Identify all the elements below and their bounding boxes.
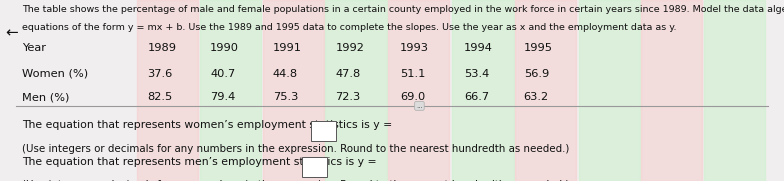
Text: The equation that represents women’s employment statistics is y =: The equation that represents women’s emp…	[22, 120, 396, 130]
Text: 72.3: 72.3	[336, 92, 361, 102]
Bar	[137, 0, 198, 181]
Bar	[325, 0, 387, 181]
Text: Women (%): Women (%)	[22, 69, 88, 79]
Text: 1993: 1993	[400, 43, 429, 53]
Text: 1994: 1994	[464, 43, 493, 53]
Text: 66.7: 66.7	[464, 92, 489, 102]
Bar	[641, 0, 702, 181]
Text: 51.1: 51.1	[400, 69, 425, 79]
Text: ←: ←	[5, 25, 18, 40]
Text: Men (%): Men (%)	[22, 92, 69, 102]
Bar	[388, 0, 449, 181]
Text: 1990: 1990	[210, 43, 239, 53]
Text: The equation that represents men’s employment statistics is y =: The equation that represents men’s emplo…	[22, 157, 380, 167]
Text: 53.4: 53.4	[464, 69, 489, 79]
Bar	[200, 0, 261, 181]
Text: 1989: 1989	[147, 43, 176, 53]
FancyBboxPatch shape	[311, 121, 336, 141]
Text: (Use integers or decimals for any numbers in the expression. Round to the neares: (Use integers or decimals for any number…	[22, 144, 569, 154]
Text: 40.7: 40.7	[210, 69, 235, 79]
Text: 37.6: 37.6	[147, 69, 172, 79]
Text: equations of the form y = mx + b. Use the 1989 and 1995 data to complete the slo: equations of the form y = mx + b. Use th…	[22, 23, 677, 32]
Text: 47.8: 47.8	[336, 69, 361, 79]
Text: (Use integers or decimals for any numbers in the expression. Round to the neares: (Use integers or decimals for any number…	[22, 180, 569, 181]
Text: 1995: 1995	[524, 43, 553, 53]
Text: 63.2: 63.2	[524, 92, 549, 102]
Text: 1992: 1992	[336, 43, 365, 53]
Text: ...: ...	[416, 103, 423, 109]
Text: 44.8: 44.8	[273, 69, 298, 79]
Text: 75.3: 75.3	[273, 92, 298, 102]
Text: 69.0: 69.0	[400, 92, 425, 102]
Text: 56.9: 56.9	[524, 69, 549, 79]
Bar	[704, 0, 765, 181]
Text: 79.4: 79.4	[210, 92, 235, 102]
Text: Year: Year	[22, 43, 46, 53]
Text: 82.5: 82.5	[147, 92, 172, 102]
Bar	[452, 0, 514, 181]
Bar	[263, 0, 324, 181]
Text: 1991: 1991	[273, 43, 302, 53]
Bar	[515, 0, 576, 181]
Bar	[579, 0, 640, 181]
Text: The table shows the percentage of male and female populations in a certain count: The table shows the percentage of male a…	[22, 5, 784, 14]
FancyBboxPatch shape	[302, 157, 327, 177]
